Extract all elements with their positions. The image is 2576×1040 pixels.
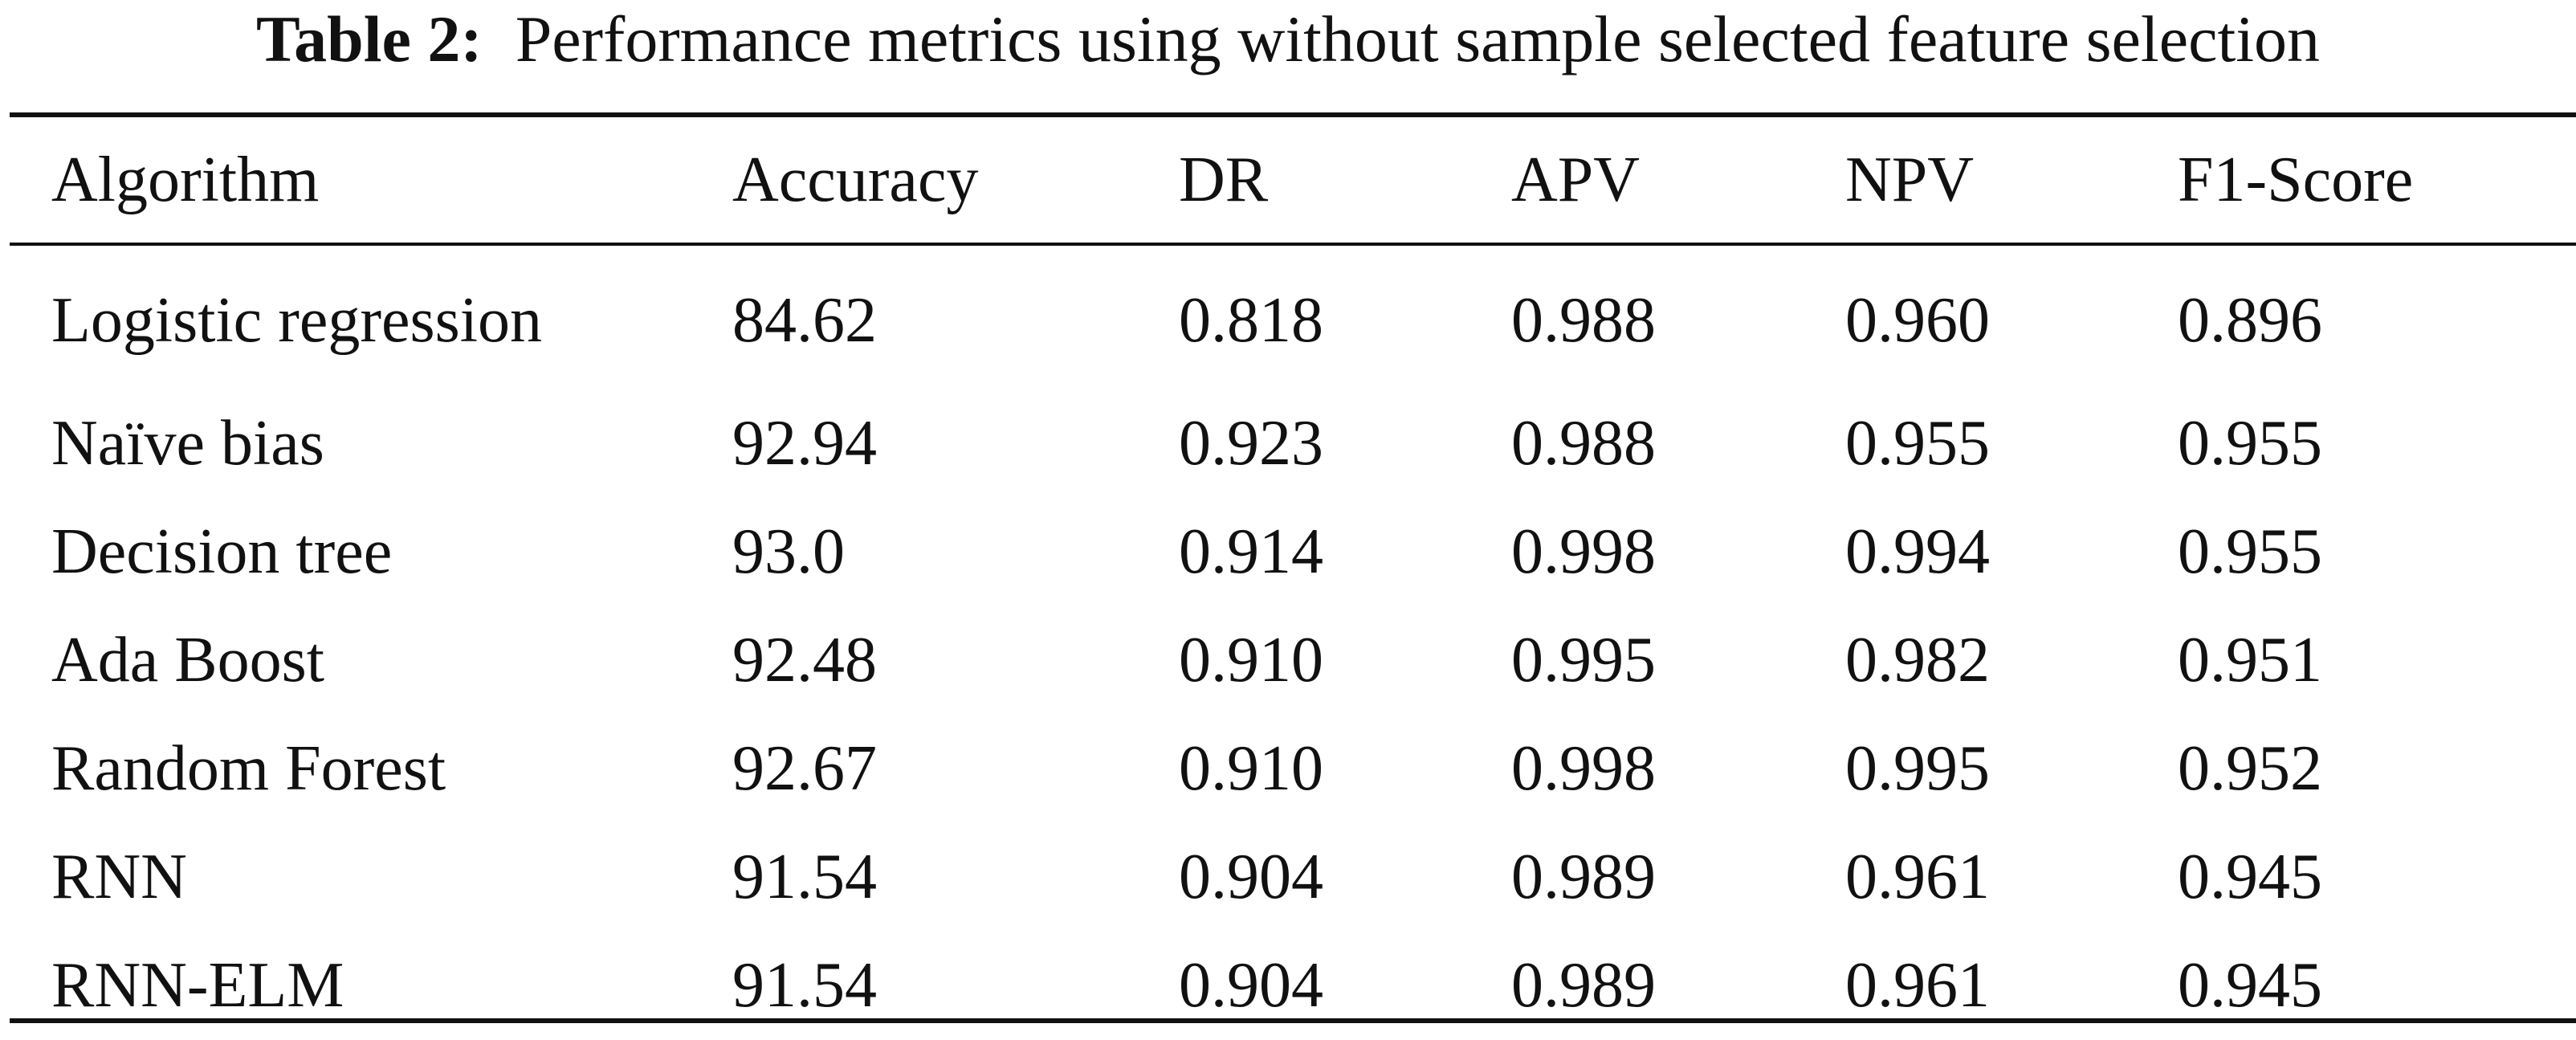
caption-text: Performance metrics using without sample… <box>515 2 2321 75</box>
f1-score-cell: 0.951 <box>2178 625 2322 695</box>
accuracy-cell: 91.54 <box>732 842 877 912</box>
npv-cell: 0.955 <box>1845 408 1990 479</box>
table-row: Naïve bias 92.94 0.923 0.988 0.955 0.955 <box>10 389 2576 498</box>
algorithm-cell: Random Forest <box>51 733 446 804</box>
dr-cell: 0.818 <box>1179 285 1323 356</box>
dr-cell: 0.910 <box>1179 733 1323 804</box>
f1-score-cell: 0.945 <box>2178 842 2322 912</box>
dr-cell: 0.923 <box>1179 408 1323 479</box>
accuracy-cell: 92.48 <box>732 625 877 695</box>
table-row: RNN 91.54 0.904 0.989 0.961 0.945 <box>10 823 2576 932</box>
f1-score-cell: 0.955 <box>2178 516 2322 587</box>
f1-score-cell: 0.896 <box>2178 285 2322 356</box>
column-header-apv: APV <box>1511 144 1641 215</box>
dr-cell: 0.904 <box>1179 842 1323 912</box>
dr-cell: 0.904 <box>1179 950 1323 1021</box>
table-row: Random Forest 92.67 0.910 0.998 0.995 0.… <box>10 715 2576 823</box>
column-header-accuracy: Accuracy <box>732 144 979 215</box>
f1-score-cell: 0.955 <box>2178 408 2322 479</box>
header-row: Algorithm Accuracy DR APV NPV F1-Score <box>10 117 2576 243</box>
algorithm-cell: RNN <box>51 842 187 912</box>
npv-cell: 0.961 <box>1845 842 1990 912</box>
dr-cell: 0.910 <box>1179 625 1323 695</box>
accuracy-cell: 92.67 <box>732 733 877 804</box>
algorithm-cell: Logistic regression <box>51 285 542 356</box>
npv-cell: 0.960 <box>1845 285 1990 356</box>
table-caption: Table 2: Performance metrics using witho… <box>0 0 2576 96</box>
accuracy-cell: 93.0 <box>732 516 845 587</box>
bottom-rule <box>10 1018 2576 1023</box>
accuracy-cell: 91.54 <box>732 950 877 1021</box>
npv-cell: 0.994 <box>1845 516 1990 587</box>
apv-cell: 0.989 <box>1511 842 1656 912</box>
table-row: Logistic regression 84.62 0.818 0.988 0.… <box>10 243 2576 389</box>
npv-cell: 0.961 <box>1845 950 1990 1021</box>
apv-cell: 0.995 <box>1511 625 1656 695</box>
accuracy-cell: 92.94 <box>732 408 877 479</box>
metrics-table: Algorithm Accuracy DR APV NPV F1-Score L… <box>10 117 2576 1040</box>
top-rule <box>10 112 2576 117</box>
algorithm-cell: Decision tree <box>51 516 393 587</box>
table-row: Decision tree 93.0 0.914 0.998 0.994 0.9… <box>10 498 2576 606</box>
header-rule <box>10 243 2576 246</box>
apv-cell: 0.988 <box>1511 408 1656 479</box>
table-row: Ada Boost 92.48 0.910 0.995 0.982 0.951 <box>10 606 2576 715</box>
f1-score-cell: 0.945 <box>2178 950 2322 1021</box>
column-header-f1-score: F1-Score <box>2178 144 2414 215</box>
apv-cell: 0.998 <box>1511 733 1656 804</box>
f1-score-cell: 0.952 <box>2178 733 2322 804</box>
algorithm-cell: Ada Boost <box>51 625 324 695</box>
apv-cell: 0.988 <box>1511 285 1656 356</box>
table-row: RNN-ELM 91.54 0.904 0.989 0.961 0.945 <box>10 932 2576 1040</box>
column-header-dr: DR <box>1179 144 1269 215</box>
accuracy-cell: 84.62 <box>732 285 877 356</box>
apv-cell: 0.998 <box>1511 516 1656 587</box>
caption-label: Table 2: <box>255 2 483 75</box>
algorithm-cell: Naïve bias <box>51 408 324 479</box>
npv-cell: 0.995 <box>1845 733 1990 804</box>
dr-cell: 0.914 <box>1179 516 1323 587</box>
column-header-algorithm: Algorithm <box>51 144 320 215</box>
column-header-npv: NPV <box>1845 144 1975 215</box>
npv-cell: 0.982 <box>1845 625 1990 695</box>
algorithm-cell: RNN-ELM <box>51 950 344 1021</box>
apv-cell: 0.989 <box>1511 950 1656 1021</box>
